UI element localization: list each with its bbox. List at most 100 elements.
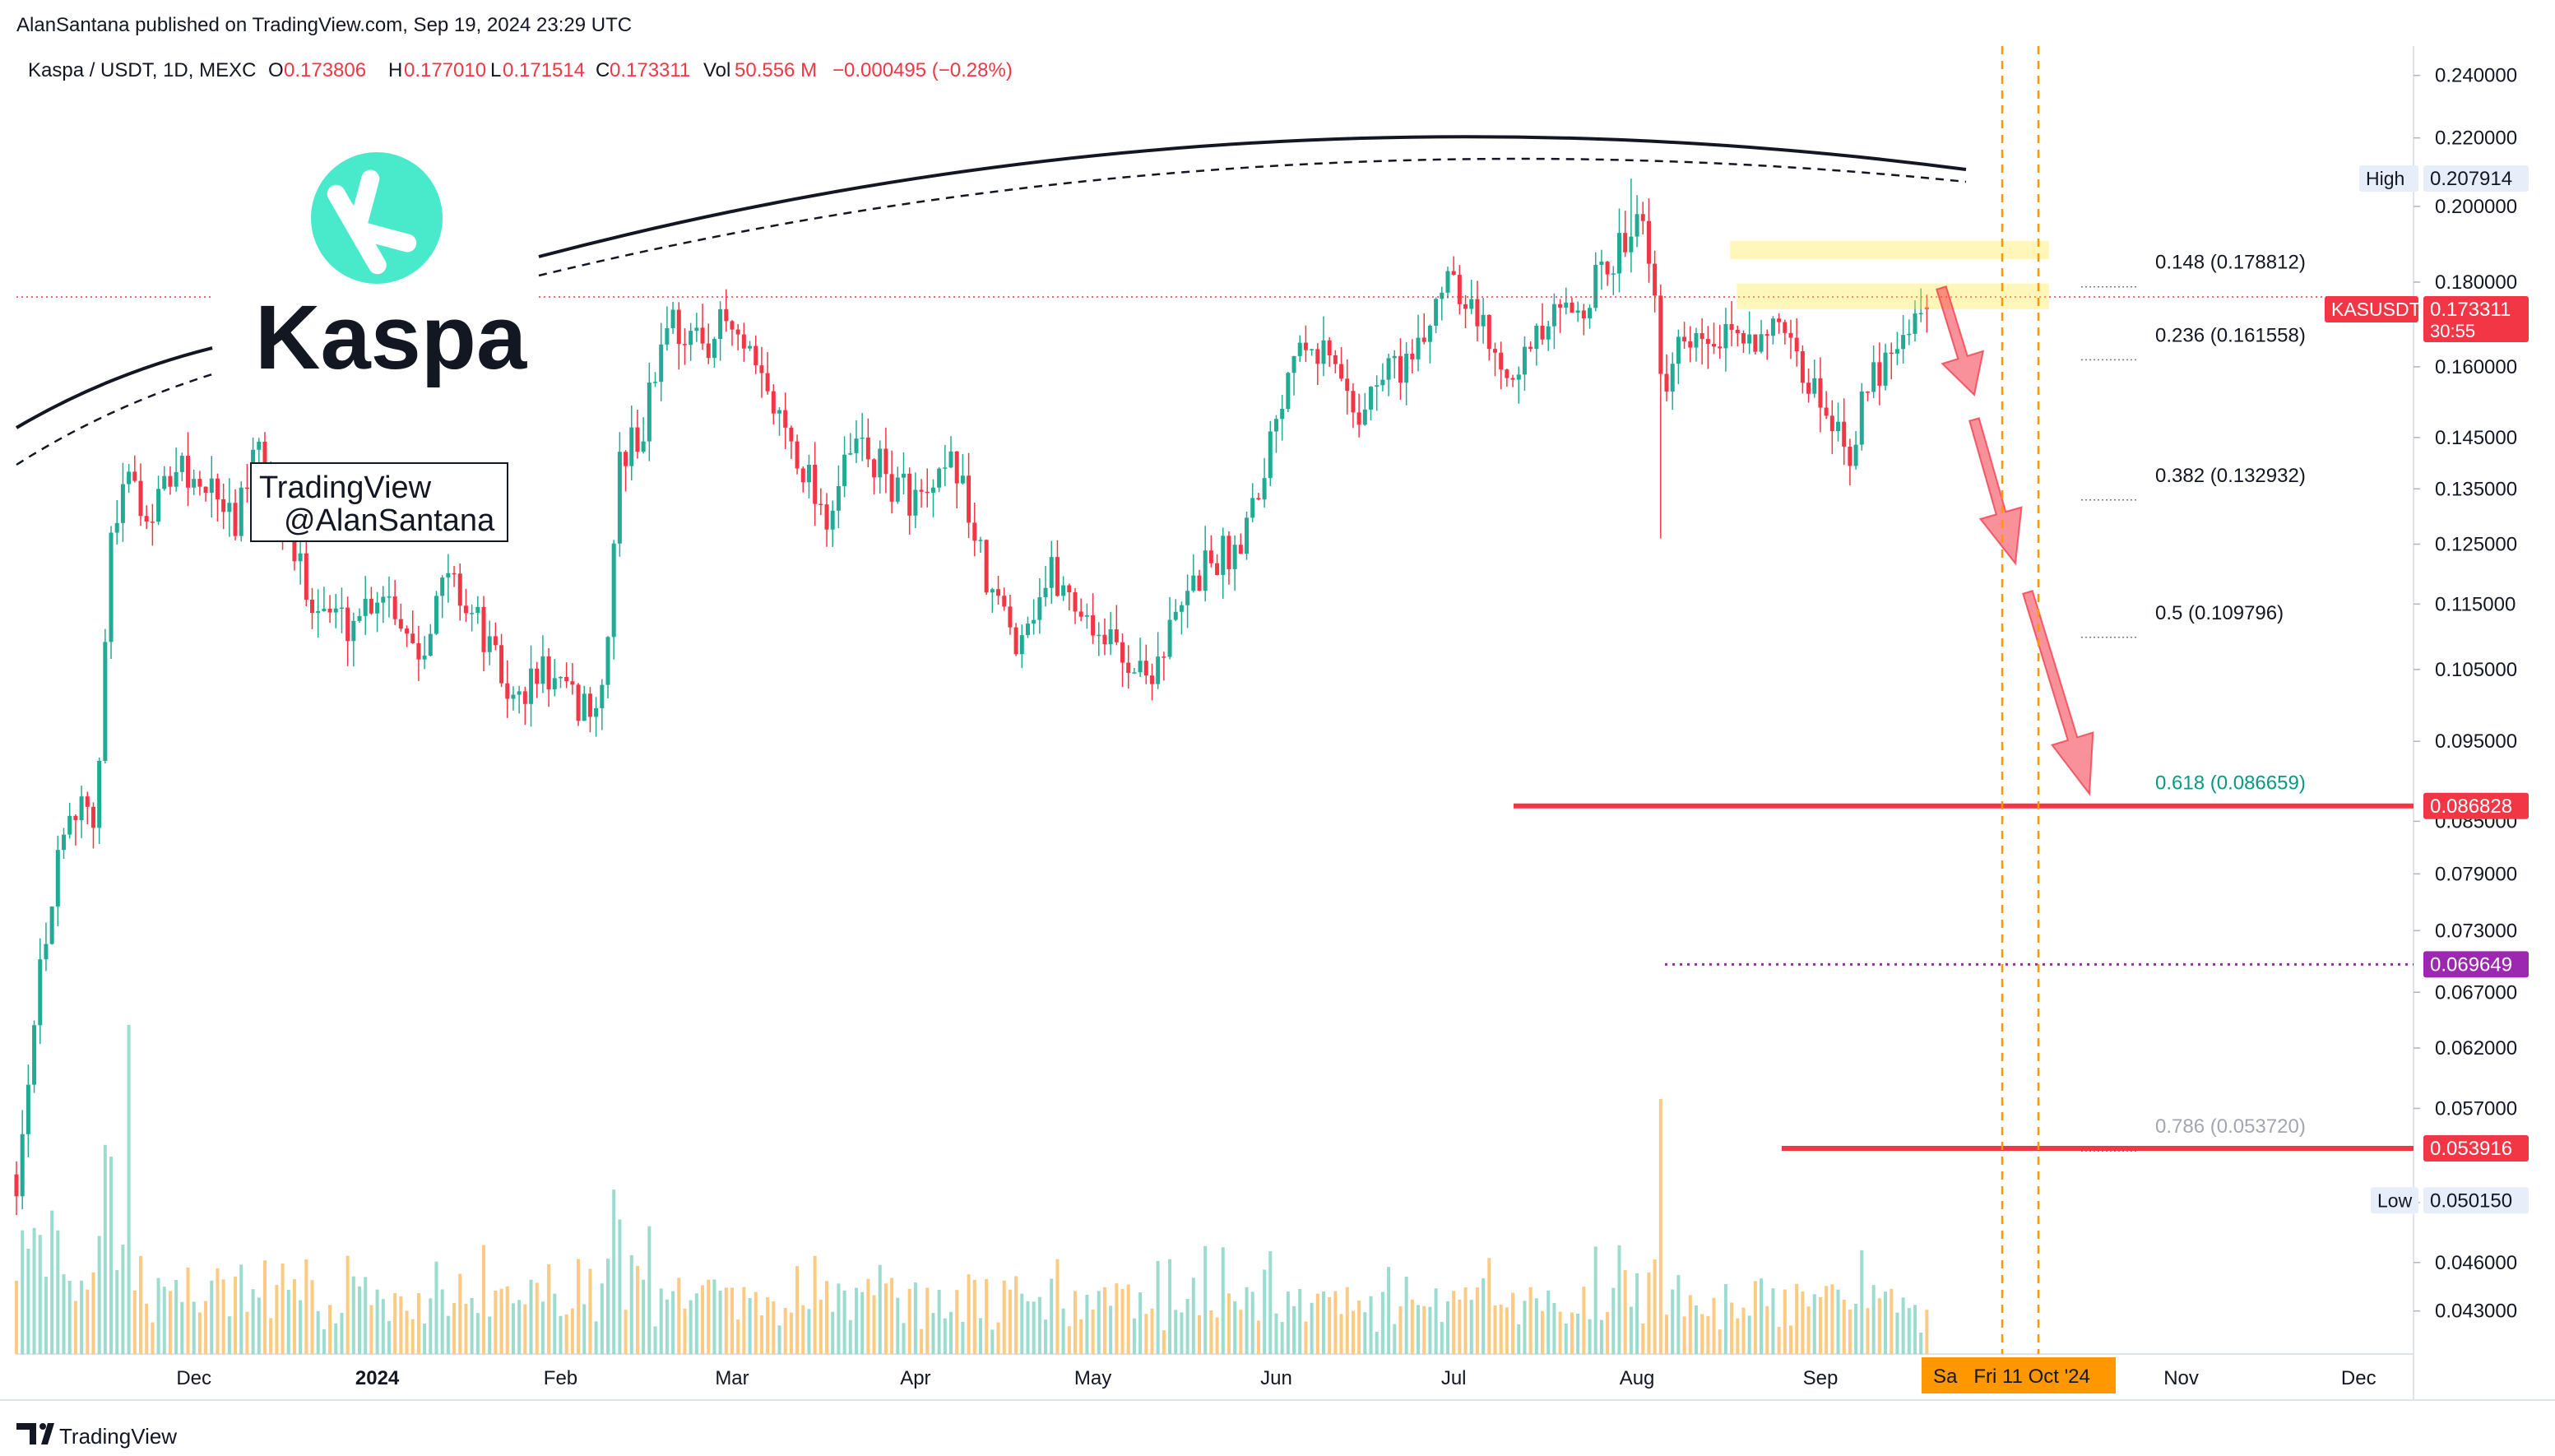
volume-bar [1422, 1305, 1426, 1354]
volume-bar [913, 1282, 917, 1354]
candle-body [1570, 302, 1574, 313]
candle-body [440, 577, 445, 596]
volume-bar [694, 1293, 698, 1354]
volume-bar [818, 1300, 823, 1354]
volume-bar [328, 1305, 332, 1354]
volume-bar [1836, 1289, 1840, 1354]
volume-bar [127, 1025, 131, 1354]
volume-bar [1044, 1319, 1048, 1354]
volume-bar [837, 1283, 841, 1354]
candle-body [1699, 333, 1704, 340]
volume-bar [1393, 1324, 1397, 1354]
volume-bar [145, 1303, 149, 1354]
candle-body [304, 553, 308, 600]
candle-body [1853, 444, 1858, 466]
time-tick-label: Sep [1803, 1367, 1839, 1389]
candle-body [475, 606, 480, 614]
candle-body [1616, 233, 1621, 274]
volume-bar [570, 1308, 574, 1354]
candle-body [600, 684, 605, 708]
volume-bar [1499, 1304, 1503, 1354]
candle-body [1593, 265, 1598, 308]
volume-bar [801, 1305, 805, 1354]
volume-bar [227, 1316, 231, 1354]
volume-bar [1055, 1259, 1060, 1354]
projection-arrow [1968, 417, 2023, 566]
candle-body [1203, 550, 1208, 591]
volume-bar [269, 1318, 273, 1354]
volume-bar [1037, 1296, 1041, 1354]
candle-body [339, 607, 344, 610]
price-badge-label-bg [2325, 296, 2418, 323]
volume-bar [1245, 1287, 1249, 1354]
legend-row: Kaspa / USDT, 1D, MEXC O 0.173806 H 0.17… [28, 59, 1013, 81]
price-badge-value: 0.069649 [2430, 953, 2512, 976]
volume-bar [878, 1264, 882, 1354]
candle-body [1238, 545, 1243, 554]
volume-bar [393, 1293, 397, 1354]
volume-bar [612, 1189, 616, 1354]
candle-body [1623, 233, 1628, 253]
candle-body [1208, 550, 1213, 563]
volume-bar [1647, 1272, 1651, 1354]
candle-body [1167, 619, 1172, 657]
candle-body [1581, 310, 1586, 319]
volume-bar [1901, 1297, 1905, 1354]
candle-body [1310, 349, 1315, 350]
candle-body [800, 468, 805, 483]
volume-bar [789, 1312, 793, 1354]
volume-bar [245, 1311, 249, 1354]
candle-body [535, 668, 540, 684]
volume-bar [1286, 1291, 1290, 1354]
volume-bar [464, 1303, 468, 1354]
candle-body [587, 693, 592, 717]
volume-bar [1866, 1308, 1870, 1354]
volume-bar [1410, 1299, 1414, 1354]
candle-body [375, 602, 380, 614]
candle-body [511, 694, 516, 699]
volume-bar [299, 1300, 303, 1354]
candle-body [700, 327, 705, 344]
candle-body [860, 437, 865, 439]
candle-body [197, 479, 202, 487]
volume-bar [429, 1298, 433, 1354]
price-tick-label: 0.079000 [2435, 863, 2517, 885]
candle-body [1877, 362, 1882, 386]
volume-bar [1469, 1300, 1473, 1354]
candle-body [1297, 342, 1302, 356]
volume-bar [1534, 1298, 1538, 1354]
volume-bar [62, 1273, 66, 1354]
candle-body [948, 451, 953, 468]
volume-bar [718, 1291, 722, 1354]
volume-bar [216, 1268, 220, 1354]
candle-body [410, 633, 415, 643]
candle-body [1416, 337, 1421, 359]
candle-body [765, 373, 770, 392]
volume-bar [494, 1290, 498, 1354]
volume-bar [777, 1325, 781, 1354]
candle-body [1375, 385, 1380, 387]
volume-bar [588, 1268, 592, 1354]
candle-body [1735, 329, 1740, 334]
volume-bar [564, 1314, 568, 1354]
candle-body [333, 608, 338, 613]
volume-bar [1895, 1312, 1899, 1354]
volume-bar [1102, 1287, 1106, 1354]
volume-bar [635, 1265, 639, 1354]
volume-bar [1144, 1314, 1148, 1354]
time-tick-label: Mar [715, 1367, 749, 1389]
candle-body [1664, 373, 1669, 392]
volume-bar [1907, 1308, 1911, 1354]
volume-bar [97, 1236, 101, 1354]
volume-bar [996, 1322, 1000, 1354]
candle-body [629, 427, 634, 466]
candle-body [759, 365, 764, 373]
volume-bar [724, 1287, 728, 1354]
candle-body [262, 441, 267, 478]
time-axis: Dec 2024 Feb Mar Apr May Jun Jul Aug Sep Nov Dec [176, 1367, 2376, 1389]
candle-body [186, 456, 191, 488]
fib-level-label: 0.236 (0.161558) [2155, 324, 2306, 346]
volume-bar [783, 1307, 787, 1354]
projection-arrow [1936, 285, 1985, 396]
